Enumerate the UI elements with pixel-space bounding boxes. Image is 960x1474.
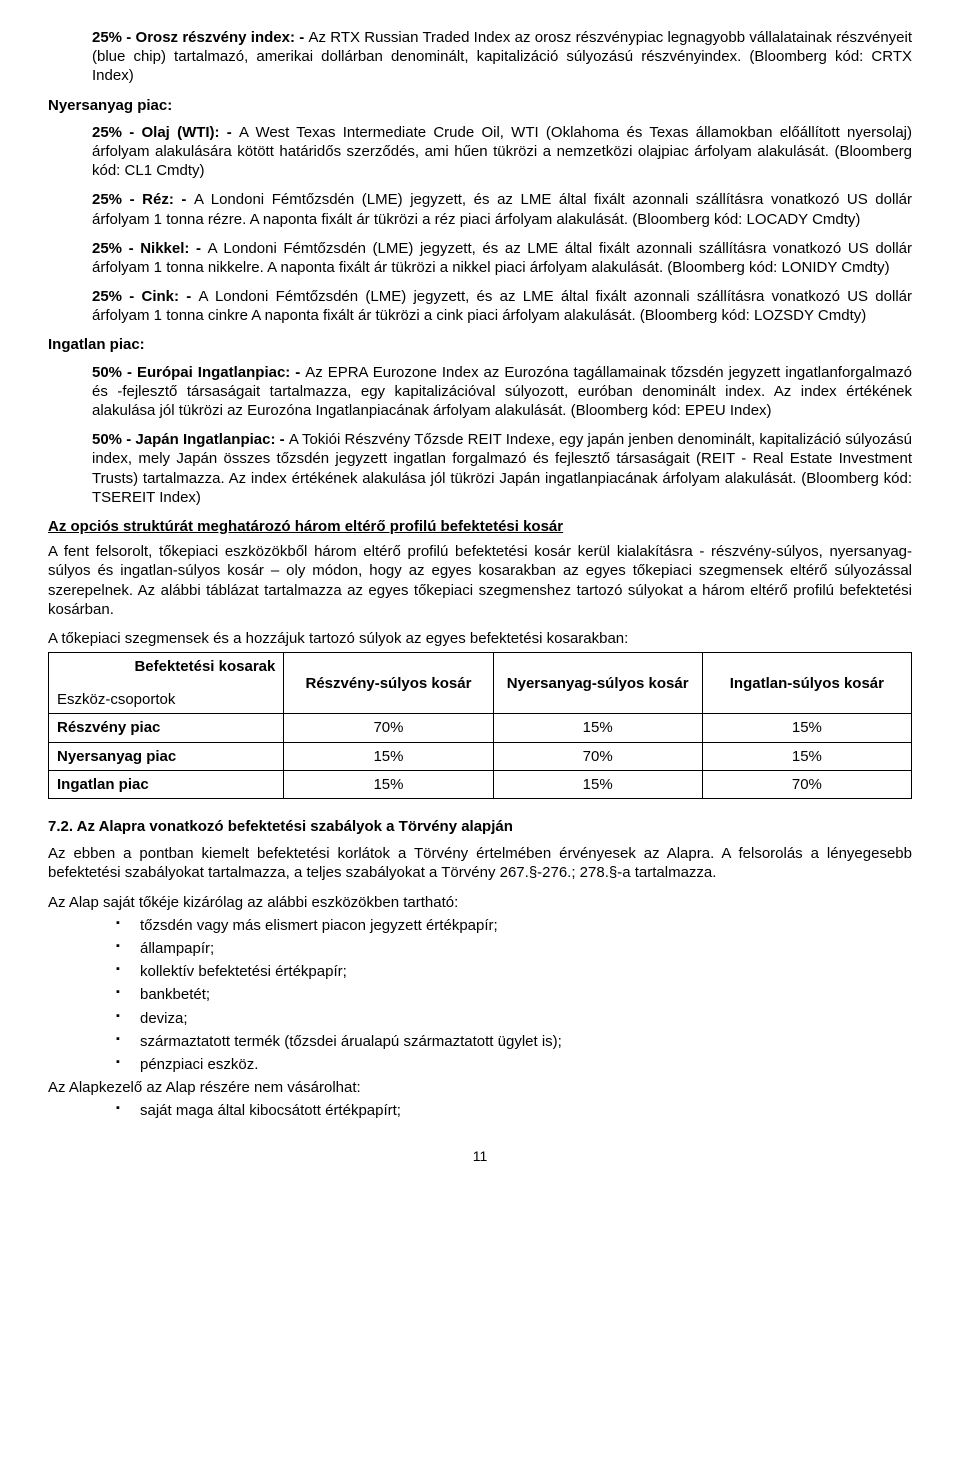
lead-olaj: 25% - Olaj (WTI): - bbox=[92, 124, 239, 141]
para-72a: Az ebben a pontban kiemelt befektetési k… bbox=[48, 844, 912, 882]
list-item: állampapír; bbox=[116, 939, 912, 958]
weights-table: Befektetési kosarak Eszköz-csoportok Rés… bbox=[48, 652, 912, 799]
th-col3: Ingatlan-súlyos kosár bbox=[702, 653, 911, 714]
text-cink: A Londoni Fémtőzsdén (LME) jegyzett, és … bbox=[92, 288, 912, 324]
th-col1: Részvény-súlyos kosár bbox=[284, 653, 493, 714]
row-val: 70% bbox=[284, 714, 493, 742]
lead-orosz: 25% - Orosz részvény index: - bbox=[92, 29, 309, 46]
row-val: 70% bbox=[702, 770, 911, 798]
th-top: Befektetési kosarak bbox=[57, 657, 275, 676]
para-olaj: 25% - Olaj (WTI): - A West Texas Interme… bbox=[92, 123, 912, 181]
para-rez: 25% - Réz: - A Londoni Fémtőzsdén (LME) … bbox=[92, 190, 912, 228]
lead-eu-ingatlan: 50% - Európai Ingatlanpiac: - bbox=[92, 364, 305, 381]
bullet-list-2: saját maga által kibocsátott értékpapírt… bbox=[116, 1101, 912, 1120]
th-col2: Nyersanyag-súlyos kosár bbox=[493, 653, 702, 714]
bullet-list-1: tőzsdén vagy más elismert piacon jegyzet… bbox=[116, 916, 912, 1074]
heading-nyersanyag: Nyersanyag piac: bbox=[48, 96, 912, 115]
table-row: Nyersanyag piac 15% 70% 15% bbox=[49, 742, 912, 770]
row-val: 15% bbox=[493, 714, 702, 742]
row-val: 15% bbox=[493, 770, 702, 798]
para-72b: Az Alap saját tőkéje kizárólag az alábbi… bbox=[48, 893, 912, 912]
row-val: 15% bbox=[702, 742, 911, 770]
list-item: származtatott termék (tőzsdei árualapú s… bbox=[116, 1032, 912, 1051]
para-table-intro: A tőkepiaci szegmensek és a hozzájuk tar… bbox=[48, 629, 912, 648]
list-item: deviza; bbox=[116, 1009, 912, 1028]
row-label: Részvény piac bbox=[49, 714, 284, 742]
para-opcios: A fent felsorolt, tőkepiaci eszközökből … bbox=[48, 542, 912, 619]
table-row: Ingatlan piac 15% 15% 70% bbox=[49, 770, 912, 798]
row-val: 15% bbox=[702, 714, 911, 742]
row-val: 70% bbox=[493, 742, 702, 770]
heading-72: 7.2. Az Alapra vonatkozó befektetési sza… bbox=[48, 817, 912, 836]
para-eu-ingatlan: 50% - Európai Ingatlanpiac: - Az EPRA Eu… bbox=[92, 363, 912, 421]
list-item: saját maga által kibocsátott értékpapírt… bbox=[116, 1101, 912, 1120]
row-val: 15% bbox=[284, 770, 493, 798]
lead-rez: 25% - Réz: - bbox=[92, 191, 194, 208]
lead-jp-ingatlan: 50% - Japán Ingatlanpiac: - bbox=[92, 431, 289, 448]
text-rez: A Londoni Fémtőzsdén (LME) jegyzett, és … bbox=[92, 191, 912, 227]
row-label: Nyersanyag piac bbox=[49, 742, 284, 770]
page-number: 11 bbox=[48, 1148, 912, 1166]
list-item: tőzsdén vagy más elismert piacon jegyzet… bbox=[116, 916, 912, 935]
para-orosz: 25% - Orosz részvény index: - Az RTX Rus… bbox=[92, 28, 912, 86]
table-row: Részvény piac 70% 15% 15% bbox=[49, 714, 912, 742]
table-header-row: Befektetési kosarak Eszköz-csoportok Rés… bbox=[49, 653, 912, 714]
list-item: bankbetét; bbox=[116, 985, 912, 1004]
heading-opcios: Az opciós struktúrát meghatározó három e… bbox=[48, 517, 912, 536]
para-jp-ingatlan: 50% - Japán Ingatlanpiac: - A Tokiói Rés… bbox=[92, 430, 912, 507]
list-item: kollektív befektetési értékpapír; bbox=[116, 962, 912, 981]
th-bottom: Eszköz-csoportok bbox=[57, 690, 275, 709]
text-nikkel: A Londoni Fémtőzsdén (LME) jegyzett, és … bbox=[92, 240, 912, 276]
row-val: 15% bbox=[284, 742, 493, 770]
para-72c: Az Alapkezelő az Alap részére nem vásáro… bbox=[48, 1078, 912, 1097]
list-item: pénzpiaci eszköz. bbox=[116, 1055, 912, 1074]
heading-ingatlan: Ingatlan piac: bbox=[48, 335, 912, 354]
para-nikkel: 25% - Nikkel: - A Londoni Fémtőzsdén (LM… bbox=[92, 239, 912, 277]
para-cink: 25% - Cink: - A Londoni Fémtőzsdén (LME)… bbox=[92, 287, 912, 325]
lead-nikkel: 25% - Nikkel: - bbox=[92, 240, 208, 257]
lead-cink: 25% - Cink: - bbox=[92, 288, 199, 305]
row-label: Ingatlan piac bbox=[49, 770, 284, 798]
